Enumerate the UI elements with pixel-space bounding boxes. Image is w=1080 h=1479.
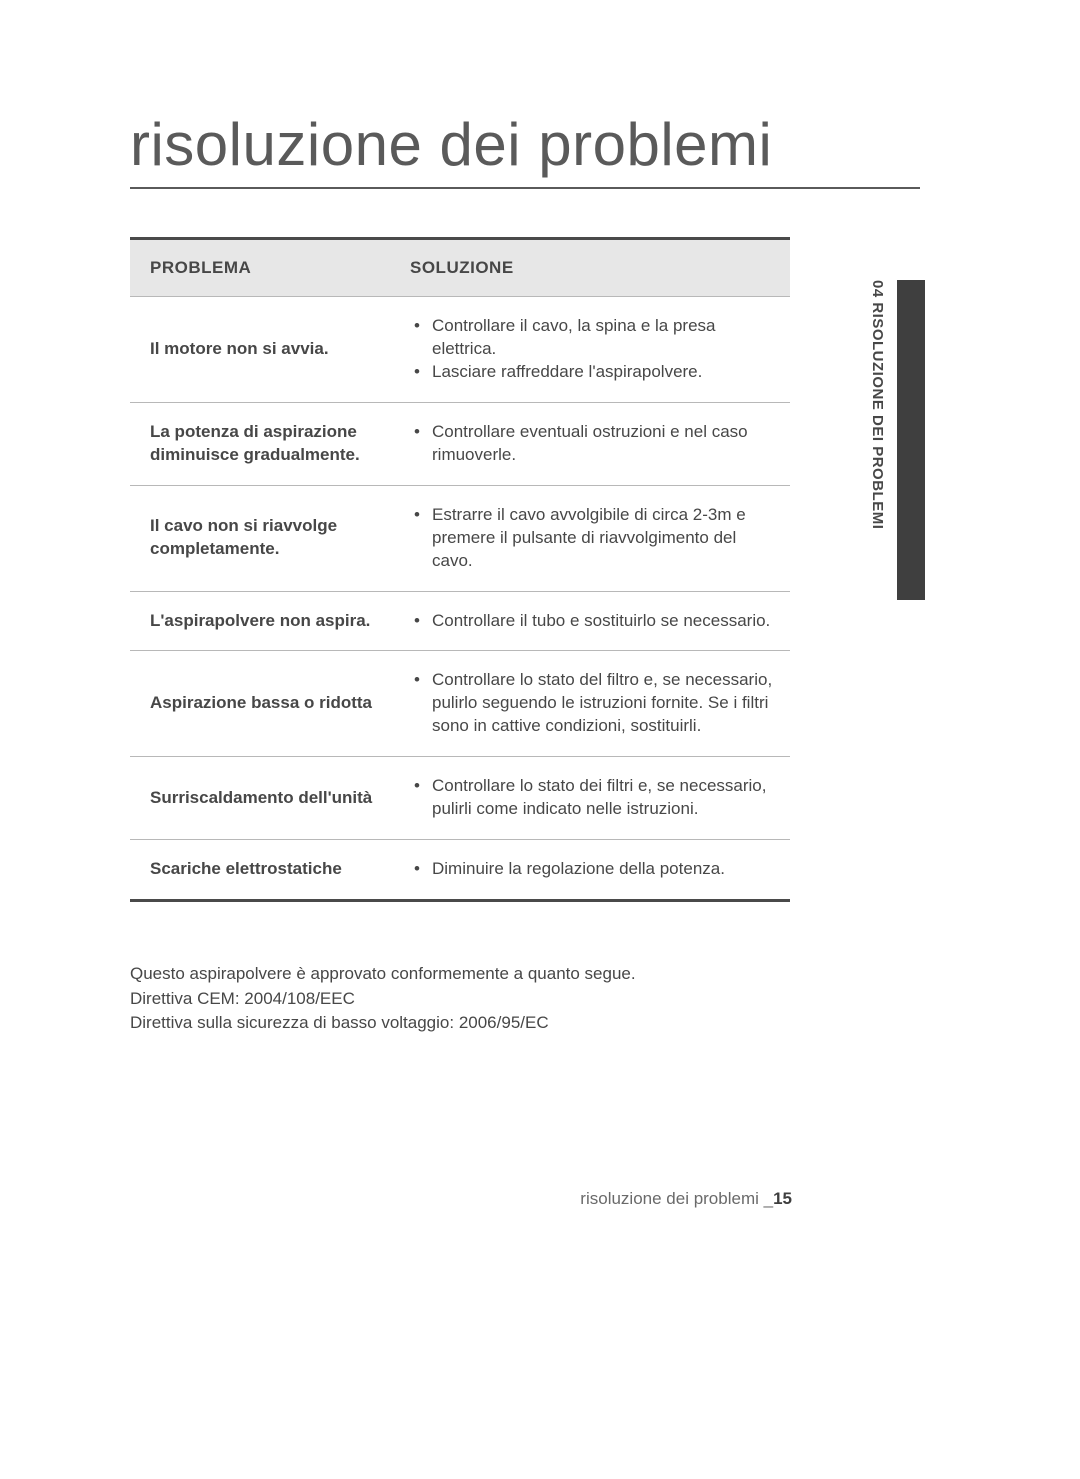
solution-cell: Controllare lo stato dei filtri e, se ne… [390,757,790,840]
compliance-line: Direttiva CEM: 2004/108/EEC [130,987,920,1012]
solution-item: Controllare lo stato del filtro e, se ne… [410,669,774,738]
problem-cell: Il cavo non si riavvolge completamente. [130,485,390,591]
compliance-line: Questo aspirapolvere è approvato conform… [130,962,920,987]
col-header-solution: SOLUZIONE [390,239,790,297]
footer-page-number: 15 [773,1189,792,1208]
problem-cell: Surriscaldamento dell'unità [130,757,390,840]
page-title: risoluzione dei problemi [130,110,920,189]
compliance-block: Questo aspirapolvere è approvato conform… [130,962,920,1036]
table-row: Il cavo non si riavvolge completamente. E… [130,485,790,591]
footer-text: risoluzione dei problemi _ [580,1189,773,1208]
side-tab: 04 RISOLUZIONE DEI PROBLEMI [866,280,890,600]
solution-item: Lasciare raffreddare l'aspirapolvere. [410,361,774,384]
solution-item: Estrarre il cavo avvolgibile di circa 2-… [410,504,774,573]
solution-item: Controllare il tubo e sostituirlo se nec… [410,610,774,633]
solution-cell: Controllare il cavo, la spina e la presa… [390,297,790,403]
solution-item: Diminuire la regolazione della potenza. [410,858,774,881]
compliance-line: Direttiva sulla sicurezza di basso volta… [130,1011,920,1036]
solution-cell: Estrarre il cavo avvolgibile di circa 2-… [390,485,790,591]
page-footer: risoluzione dei problemi _15 [580,1189,792,1209]
problem-cell: La potenza di aspirazione diminuisce gra… [130,402,390,485]
side-tab-label: 04 RISOLUZIONE DEI PROBLEMI [869,280,886,600]
solution-item: Controllare il cavo, la spina e la presa… [410,315,774,361]
solution-cell: Controllare eventuali ostruzioni e nel c… [390,402,790,485]
problem-cell: Il motore non si avvia. [130,297,390,403]
problem-cell: Aspirazione bassa o ridotta [130,651,390,757]
solution-cell: Diminuire la regolazione della potenza. [390,840,790,901]
table-row: Il motore non si avvia. Controllare il ca… [130,297,790,403]
table-row: La potenza di aspirazione diminuisce gra… [130,402,790,485]
troubleshooting-table: PROBLEMA SOLUZIONE Il motore non si avvi… [130,237,790,902]
problem-cell: Scariche elettrostatiche [130,840,390,901]
table-row: Scariche elettrostatiche Diminuire la reg… [130,840,790,901]
solution-item: Controllare lo stato dei filtri e, se ne… [410,775,774,821]
col-header-problem: PROBLEMA [130,239,390,297]
solution-cell: Controllare lo stato del filtro e, se ne… [390,651,790,757]
solution-cell: Controllare il tubo e sostituirlo se nec… [390,591,790,651]
table-row: Surriscaldamento dell'unità Controllare l… [130,757,790,840]
table-row: L'aspirapolvere non aspira. Controllare i… [130,591,790,651]
table-row: Aspirazione bassa o ridotta Controllare l… [130,651,790,757]
side-tab-marker [897,280,925,600]
solution-item: Controllare eventuali ostruzioni e nel c… [410,421,774,467]
problem-cell: L'aspirapolvere non aspira. [130,591,390,651]
